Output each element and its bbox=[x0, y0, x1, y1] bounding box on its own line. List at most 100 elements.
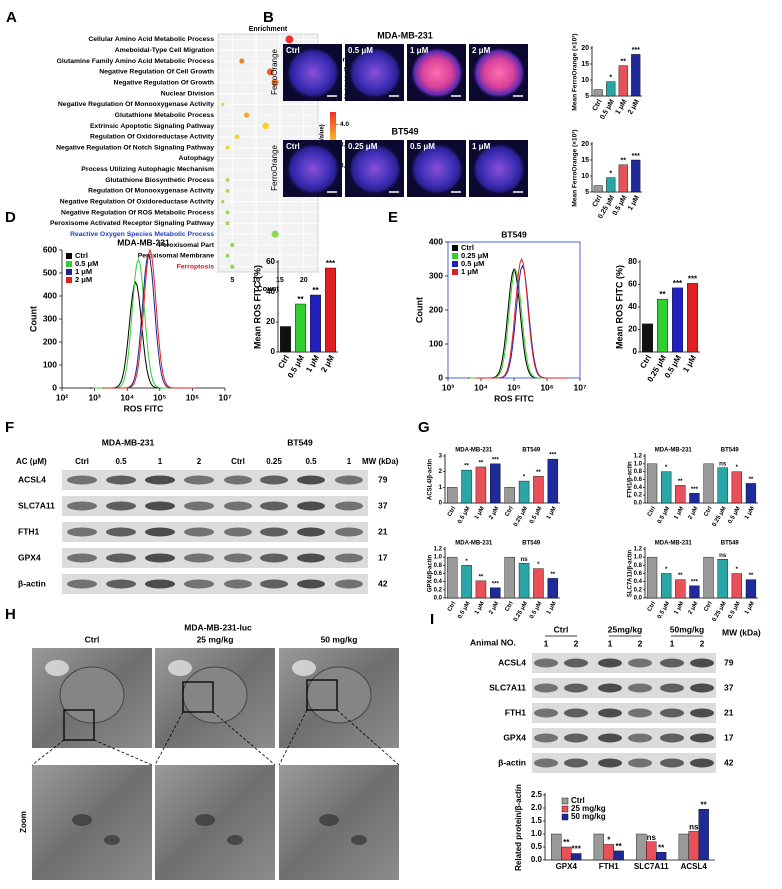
blot-band bbox=[628, 658, 652, 668]
x-tick-label: 10 bbox=[252, 277, 260, 284]
bar bbox=[310, 294, 321, 353]
color-tick-label: 3.0 bbox=[340, 162, 349, 169]
image-ylabel: FerroOrange bbox=[270, 49, 279, 95]
x-tick-label: Ctrl bbox=[703, 506, 714, 518]
bar bbox=[703, 556, 714, 599]
significance: ns bbox=[647, 833, 657, 842]
color-tick-label: 4.0 bbox=[340, 121, 349, 128]
significance: ns bbox=[719, 553, 727, 559]
significance: * bbox=[665, 465, 668, 471]
mw-value: 21 bbox=[378, 526, 388, 536]
cell-cluster bbox=[410, 47, 464, 99]
dot bbox=[234, 134, 240, 140]
blot-band bbox=[564, 658, 588, 668]
x-tick-label: 0.5 μM bbox=[727, 506, 742, 525]
significance: *** bbox=[632, 153, 640, 160]
x-tick-label: 0.5 μM bbox=[529, 601, 544, 620]
image-title: BT549 bbox=[391, 126, 418, 136]
bar bbox=[631, 159, 641, 193]
significance: ** bbox=[479, 461, 484, 467]
significance: ns bbox=[521, 557, 529, 563]
group-label: MDA-MB-231 bbox=[655, 448, 693, 454]
group-label: MDA-MB-231 bbox=[455, 448, 493, 454]
blot-band bbox=[184, 553, 214, 563]
animal-number: 2 bbox=[638, 638, 643, 648]
y-tick-label: 2 bbox=[439, 469, 443, 475]
group-label: MDA-MB-231 bbox=[655, 541, 693, 547]
cell-cluster bbox=[472, 47, 526, 99]
term-label: Negative Regulation Of Notch Signaling P… bbox=[56, 144, 214, 151]
term-label: Glutathione Biosynthetic Process bbox=[105, 177, 214, 184]
cell-cluster bbox=[348, 143, 402, 195]
bar bbox=[675, 579, 686, 599]
x-tick-label: 0.5 μM bbox=[457, 601, 472, 620]
x-tick-label: 1 μM bbox=[673, 601, 685, 616]
bar bbox=[490, 463, 501, 504]
term-label: Regulation Of Monooxygenase Activity bbox=[88, 188, 214, 195]
image-ylabel: FerroOrange bbox=[270, 145, 279, 191]
panel-label: I bbox=[430, 611, 434, 628]
animal-number: 2 bbox=[700, 638, 705, 648]
bar bbox=[689, 585, 700, 599]
y-tick-label: 80 bbox=[628, 257, 637, 266]
lane-label: 1 bbox=[158, 457, 163, 466]
blot-background bbox=[532, 728, 716, 748]
term-label: Glutathione Metabolic Process bbox=[115, 112, 215, 119]
blot-band bbox=[224, 527, 252, 537]
blot-band bbox=[628, 758, 652, 768]
x-tick-label: Ctrl bbox=[447, 601, 458, 613]
term-label: Nuclear Division bbox=[161, 90, 214, 97]
blot-band bbox=[564, 733, 588, 743]
lane-label: Ctrl bbox=[75, 457, 89, 466]
bar bbox=[618, 164, 628, 193]
term-label: Reactive Oxygen Species Metabolic Proces… bbox=[70, 231, 214, 238]
legend-label: Ctrl bbox=[75, 251, 88, 260]
y-axis-label: Mean FerroOrange (×10³) bbox=[572, 33, 579, 110]
legend-swatch bbox=[452, 253, 458, 259]
significance: *** bbox=[673, 279, 683, 288]
y-tick-label: 1 bbox=[439, 485, 443, 491]
bar bbox=[504, 556, 515, 599]
group-label: MDA-MB-231 bbox=[455, 541, 493, 547]
x-tick-label: 0.5 μM bbox=[529, 506, 544, 525]
blot-band bbox=[690, 683, 714, 693]
zoom-lines bbox=[154, 711, 276, 766]
legend-label: Ctrl bbox=[571, 796, 585, 805]
x-tick-label: 0.25 μM bbox=[513, 506, 529, 528]
group-label: BT549 bbox=[522, 541, 541, 547]
blot-band bbox=[628, 733, 652, 743]
dot bbox=[225, 145, 230, 150]
x-tick-label: Ctrl bbox=[504, 506, 515, 518]
x-tick-label: 2 μM bbox=[488, 601, 500, 616]
y-tick-label: 10 bbox=[581, 173, 589, 180]
organelle bbox=[45, 660, 69, 676]
image-label: Ctrl bbox=[286, 46, 300, 55]
significance: ** bbox=[563, 838, 570, 847]
chart-title: BT549 bbox=[501, 229, 527, 239]
x-tick-label: 2 μM bbox=[319, 353, 336, 374]
cell-line: BT549 bbox=[287, 437, 313, 447]
x-tick-label: Ctrl bbox=[638, 354, 653, 370]
image-title: MDA-MB-231 bbox=[377, 30, 433, 40]
y-axis-label: Mean ROS FITC (%) bbox=[614, 265, 624, 349]
legend-label: 25 mg/kg bbox=[571, 804, 606, 813]
y-tick-label: 40 bbox=[266, 287, 275, 296]
significance: ** bbox=[749, 573, 754, 579]
y-tick-label: 1.5 bbox=[531, 816, 543, 825]
y-tick-label: 0.8 bbox=[634, 469, 643, 475]
y-tick-label: 0 bbox=[633, 347, 638, 356]
y-tick-label: 0.0 bbox=[634, 501, 643, 507]
blot-band bbox=[660, 658, 684, 668]
organelle bbox=[292, 660, 316, 676]
mw-header: MW (kDa) bbox=[722, 627, 761, 637]
blot-band bbox=[224, 579, 252, 589]
animal-number: 1 bbox=[670, 638, 675, 648]
column-label: 25 mg/kg bbox=[197, 634, 234, 644]
y-axis-label: Mean ROS FITC (%) bbox=[252, 265, 262, 349]
bar bbox=[593, 833, 604, 861]
y-tick-label: 0 bbox=[439, 501, 443, 507]
significance: ** bbox=[678, 479, 683, 485]
x-tick-label: 0.5 μM bbox=[457, 506, 472, 525]
significance: ** bbox=[616, 842, 623, 851]
significance: ** bbox=[550, 572, 555, 578]
